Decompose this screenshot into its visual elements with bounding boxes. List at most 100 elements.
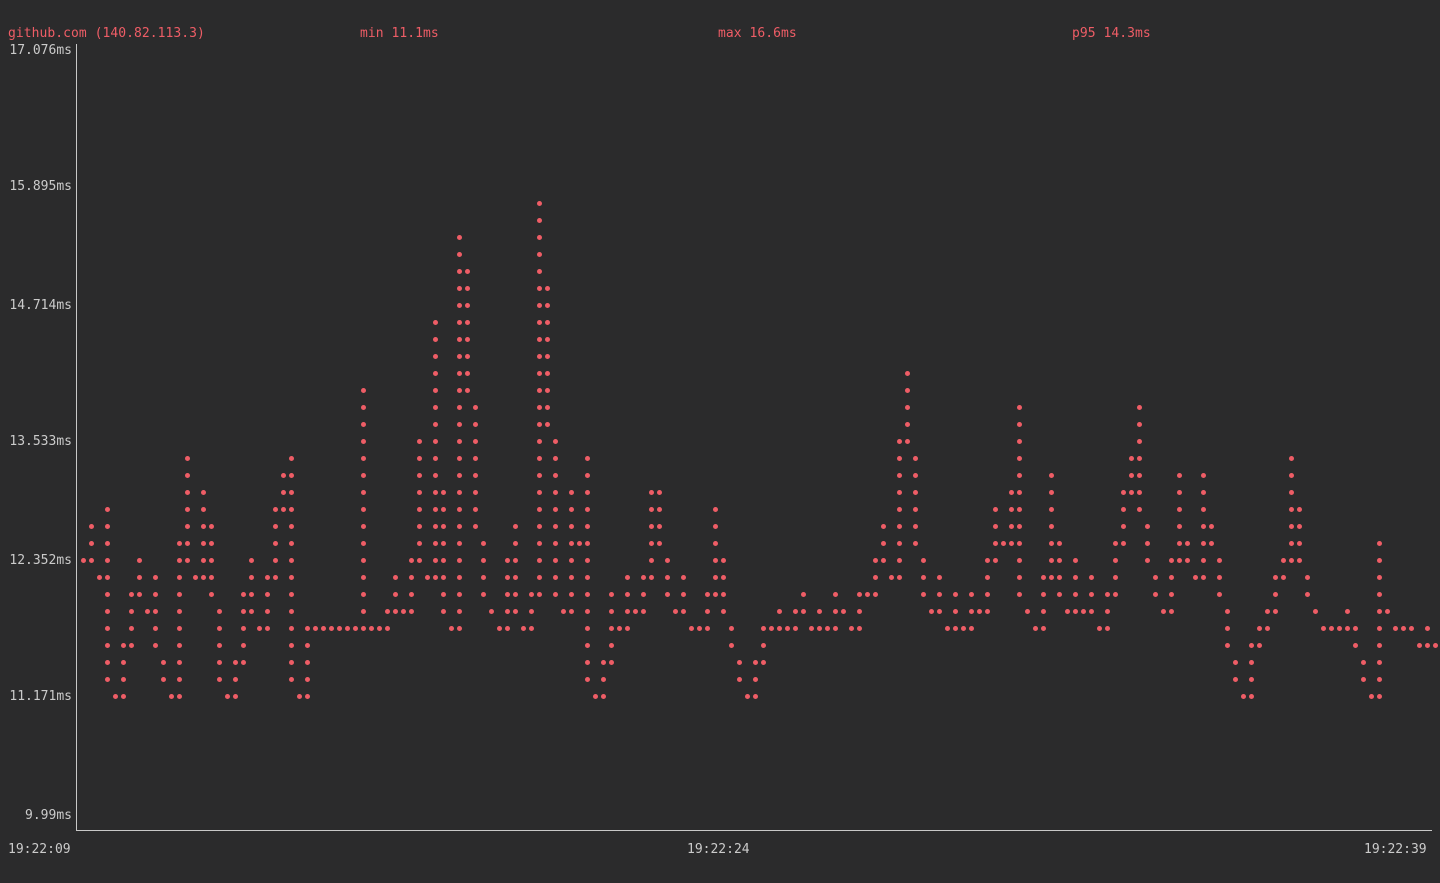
latency-sample-dot <box>1113 592 1118 597</box>
latency-sample-dot <box>889 575 894 580</box>
latency-sample-dot <box>1017 575 1022 580</box>
latency-sample-dot <box>105 677 110 682</box>
latency-sample-dot <box>1305 592 1310 597</box>
latency-sample-dot <box>249 592 254 597</box>
latency-sample-dot <box>913 473 918 478</box>
latency-sample-dot <box>1049 541 1054 546</box>
latency-sample-dot <box>1289 456 1294 461</box>
latency-sample-dot <box>977 609 982 614</box>
latency-sample-dot <box>241 626 246 631</box>
latency-sample-dot <box>241 609 246 614</box>
latency-sample-dot <box>793 609 798 614</box>
y-axis-line <box>76 44 77 831</box>
latency-sample-dot <box>897 524 902 529</box>
latency-sample-dot <box>1321 626 1326 631</box>
latency-sample-dot <box>1233 677 1238 682</box>
latency-sample-dot <box>1185 541 1190 546</box>
y-tick-label: 13.533ms <box>9 434 72 449</box>
latency-sample-dot <box>513 541 518 546</box>
latency-sample-dot <box>945 626 950 631</box>
latency-sample-dot <box>481 575 486 580</box>
latency-sample-dot <box>465 354 470 359</box>
latency-sample-dot <box>121 660 126 665</box>
latency-sample-dot <box>585 541 590 546</box>
latency-sample-dot <box>897 456 902 461</box>
latency-sample-dot <box>545 388 550 393</box>
latency-sample-dot <box>985 558 990 563</box>
latency-sample-dot <box>145 609 150 614</box>
latency-sample-dot <box>1113 575 1118 580</box>
latency-sample-dot <box>809 626 814 631</box>
latency-sample-dot <box>185 558 190 563</box>
latency-sample-dot <box>457 286 462 291</box>
latency-sample-dot <box>265 609 270 614</box>
latency-sample-dot <box>569 541 574 546</box>
latency-sample-dot <box>1289 507 1294 512</box>
latency-sample-dot <box>457 541 462 546</box>
latency-sample-dot <box>1265 626 1270 631</box>
latency-sample-dot <box>537 235 542 240</box>
latency-sample-dot <box>361 558 366 563</box>
latency-sample-dot <box>465 303 470 308</box>
latency-sample-dot <box>905 405 910 410</box>
latency-sample-dot <box>1361 677 1366 682</box>
latency-sample-dot <box>457 473 462 478</box>
latency-sample-dot <box>1393 626 1398 631</box>
latency-sample-dot <box>113 694 118 699</box>
latency-sample-dot <box>185 456 190 461</box>
latency-sample-dot <box>473 490 478 495</box>
latency-sample-dot <box>537 439 542 444</box>
latency-sample-dot <box>657 507 662 512</box>
latency-sample-dot <box>1017 456 1022 461</box>
latency-sample-dot <box>193 575 198 580</box>
latency-sample-dot <box>417 473 422 478</box>
latency-sample-dot <box>537 592 542 597</box>
latency-sample-dot <box>433 439 438 444</box>
latency-sample-dot <box>641 592 646 597</box>
latency-sample-dot <box>1049 575 1054 580</box>
latency-sample-dot <box>641 575 646 580</box>
latency-sample-dot <box>553 507 558 512</box>
latency-sample-dot <box>361 422 366 427</box>
latency-sample-dot <box>857 609 862 614</box>
latency-sample-dot <box>465 337 470 342</box>
latency-sample-dot <box>897 558 902 563</box>
latency-sample-dot <box>433 388 438 393</box>
latency-sample-dot <box>457 592 462 597</box>
latency-sample-dot <box>441 558 446 563</box>
latency-sample-dot <box>505 626 510 631</box>
latency-sample-dot <box>1137 490 1142 495</box>
latency-sample-dot <box>137 592 142 597</box>
latency-sample-dot <box>201 541 206 546</box>
latency-sample-dot <box>1105 609 1110 614</box>
latency-sample-dot <box>753 694 758 699</box>
latency-sample-dot <box>1377 575 1382 580</box>
latency-sample-dot <box>705 609 710 614</box>
latency-sample-dot <box>1201 490 1206 495</box>
latency-sample-dot <box>537 524 542 529</box>
latency-sample-dot <box>993 541 998 546</box>
latency-sample-dot <box>153 626 158 631</box>
latency-sample-dot <box>121 677 126 682</box>
latency-sample-dot <box>873 592 878 597</box>
latency-sample-dot <box>89 524 94 529</box>
latency-sample-dot <box>609 660 614 665</box>
latency-sample-dot <box>657 541 662 546</box>
latency-sample-dot <box>457 337 462 342</box>
latency-sample-dot <box>441 524 446 529</box>
x-tick-middle: 19:22:24 <box>687 842 750 857</box>
latency-sample-dot <box>625 575 630 580</box>
y-tick-label: 14.714ms <box>9 298 72 313</box>
y-tick-label: 9.99ms <box>25 808 72 823</box>
latency-sample-dot <box>1057 592 1062 597</box>
latency-sample-dot <box>657 524 662 529</box>
latency-sample-dot <box>353 626 358 631</box>
latency-sample-dot <box>1249 643 1254 648</box>
latency-sample-dot <box>201 490 206 495</box>
latency-sample-dot <box>1249 677 1254 682</box>
latency-sample-dot <box>553 473 558 478</box>
latency-sample-dot <box>225 694 230 699</box>
latency-sample-dot <box>321 626 326 631</box>
latency-sample-dot <box>729 643 734 648</box>
latency-sample-dot <box>1273 575 1278 580</box>
